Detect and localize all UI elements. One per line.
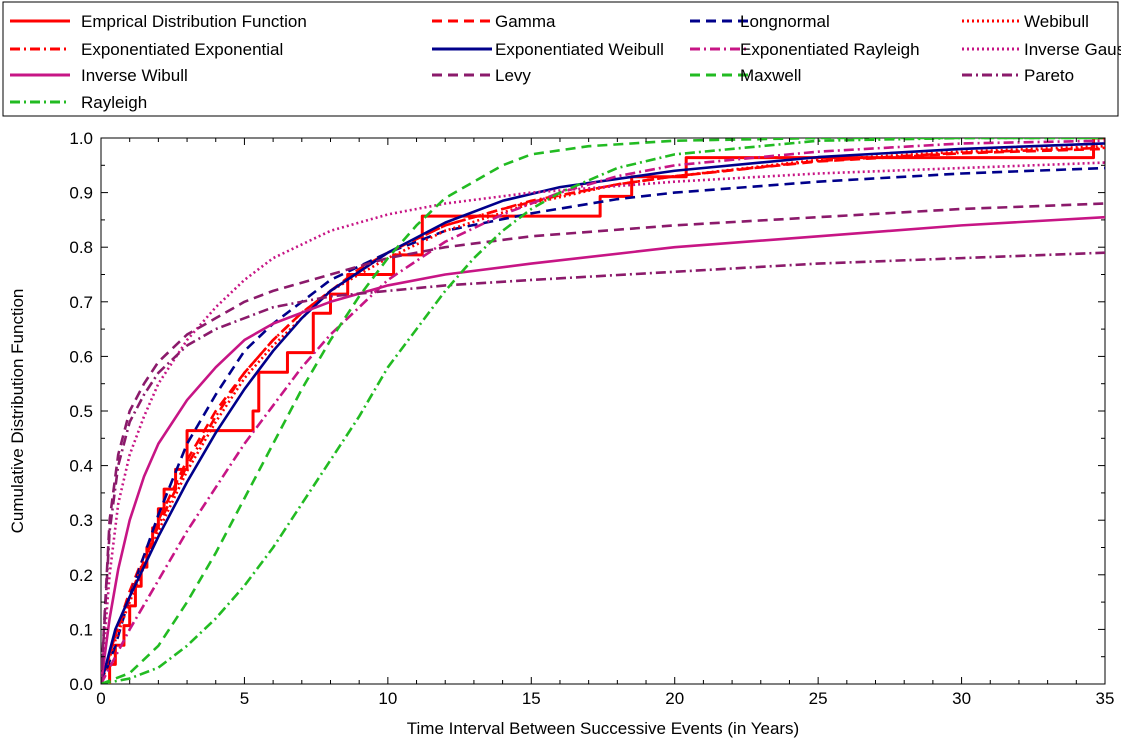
x-tick-label: 25	[809, 689, 828, 708]
y-tick-label: 0.9	[69, 184, 93, 203]
legend-label: Webibull	[1024, 12, 1089, 31]
x-tick-label: 20	[665, 689, 684, 708]
legend-label: Inverse Gaussian	[1024, 40, 1121, 59]
x-axis-label: Time Interval Between Successive Events …	[407, 719, 799, 738]
y-tick-label: 0.3	[69, 511, 93, 530]
series-line	[101, 146, 1105, 684]
series-line	[101, 202, 1105, 684]
legend-label: Inverse Wibull	[81, 66, 188, 85]
y-tick-label: 0.4	[69, 457, 93, 476]
legend-label: Levy	[495, 66, 531, 85]
x-tick-label: 35	[1096, 689, 1115, 708]
legend-label: Longnormal	[740, 12, 830, 31]
series-line	[101, 138, 1105, 684]
legend-label: Exponentiated Exponential	[81, 40, 283, 59]
x-tick-label: 5	[240, 689, 249, 708]
series-line	[101, 215, 1105, 684]
x-tick-label: 30	[952, 689, 971, 708]
legend: Emprical Distribution Function Gamma Longn…	[10, 12, 1121, 112]
x-tick-label: 0	[96, 689, 105, 708]
legend-label: Maxwell	[740, 66, 801, 85]
y-axis-label: Cumulative Distribution Function	[8, 289, 27, 534]
y-tick-label: 0.6	[69, 347, 93, 366]
legend-label: Exponentiated Rayleigh	[740, 40, 920, 59]
y-tick-label: 0.0	[69, 675, 93, 694]
series-line	[101, 166, 1105, 684]
y-tick-label: 0.7	[69, 293, 93, 312]
series-line	[101, 138, 1105, 684]
series-line	[101, 161, 1105, 684]
legend-label: Emprical Distribution Function	[81, 12, 307, 31]
legend-label: Exponentiated Weibull	[495, 40, 664, 59]
legend-label: Pareto	[1024, 66, 1074, 85]
axes: 0 5 10 15 20 25 30 35 0.0 0.1 0.2 0.3 0.4 0.5 0.6 0.7 0.…	[69, 129, 1114, 708]
y-tick-label: 0.2	[69, 566, 93, 585]
series-layer	[101, 138, 1105, 684]
x-tick-label: 15	[522, 689, 541, 708]
series-line	[101, 251, 1105, 684]
y-tick-label: 0.8	[69, 238, 93, 257]
x-tick-label: 10	[378, 689, 397, 708]
y-tick-label: 0.1	[69, 620, 93, 639]
series-line	[101, 142, 1105, 684]
y-tick-label: 0.5	[69, 402, 93, 421]
legend-label: Rayleigh	[81, 93, 147, 112]
y-tick-label: 1.0	[69, 129, 93, 148]
legend-box	[2, 1, 1119, 117]
series-line	[101, 138, 1105, 684]
legend-label: Gamma	[495, 12, 556, 31]
